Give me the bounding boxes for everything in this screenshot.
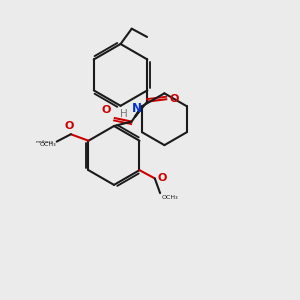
Text: OCH₃: OCH₃: [40, 142, 56, 147]
Text: O: O: [158, 173, 167, 183]
Text: N: N: [132, 101, 142, 115]
Text: O: O: [169, 94, 179, 103]
Text: O: O: [65, 121, 74, 131]
Text: H: H: [120, 109, 127, 119]
Text: OCH₃: OCH₃: [162, 195, 178, 200]
Text: methoxy: methoxy: [35, 140, 54, 144]
Text: O: O: [102, 105, 111, 115]
